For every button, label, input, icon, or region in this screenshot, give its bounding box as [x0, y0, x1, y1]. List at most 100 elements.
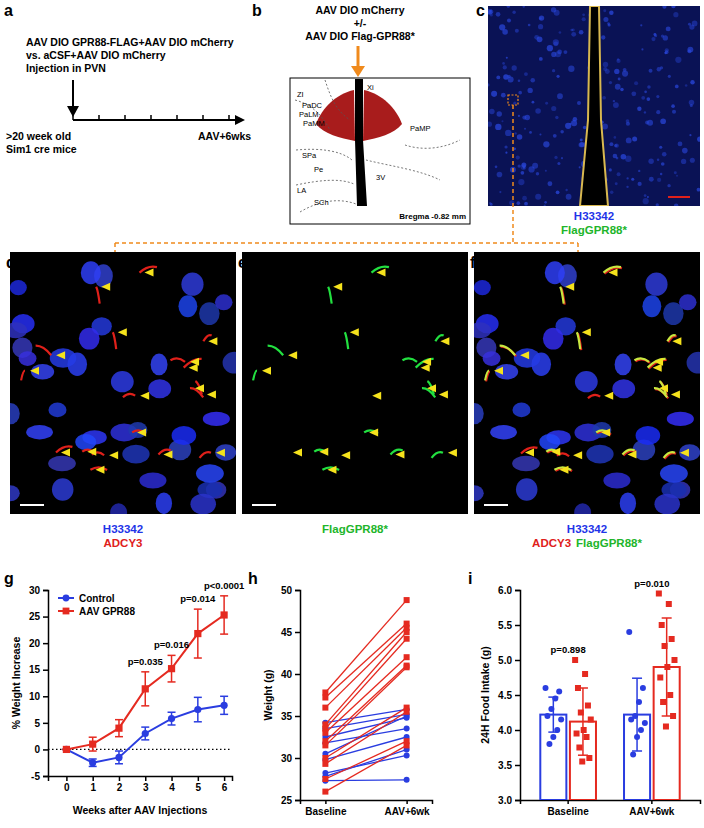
tick-mark [295, 632, 300, 634]
axis-title: 24H Food Intake (g) [479, 646, 491, 743]
nucleus [602, 96, 606, 100]
error-cap [168, 724, 176, 726]
data-point [659, 622, 665, 628]
nucleus [615, 182, 618, 185]
nucleus [609, 168, 612, 171]
nucleus [579, 142, 584, 147]
nucleus [554, 10, 560, 16]
nucleus [662, 152, 667, 157]
data-point [142, 730, 149, 737]
atlas-label: SCh [314, 198, 329, 207]
plot-area [540, 591, 679, 801]
series-line [325, 745, 406, 791]
data-point [642, 720, 648, 726]
tick: 0 [34, 744, 48, 755]
data-point [671, 657, 677, 663]
timeline-tick [228, 115, 230, 120]
arrow-head [351, 66, 365, 77]
tick-mark [295, 800, 300, 802]
cilium [486, 372, 490, 382]
error-bar [632, 678, 642, 751]
nucleus [626, 186, 628, 188]
nucleus [612, 379, 635, 398]
nucleus [474, 322, 491, 338]
tick: 3.5 [498, 760, 520, 771]
nucleus [543, 328, 564, 350]
nucleus [631, 178, 634, 181]
axis-line [301, 801, 433, 805]
p-value: p<0.0001 [204, 580, 245, 591]
tick-label: 3.0 [498, 795, 512, 806]
nucleus [490, 13, 493, 16]
connector-line [114, 243, 116, 252]
cilium [253, 371, 257, 381]
error-bar [141, 672, 149, 706]
axis-title: % Weight Increase [10, 637, 22, 730]
nucleus [582, 13, 585, 16]
nucleus [139, 473, 166, 489]
arrowhead [144, 269, 153, 277]
nucleus [626, 177, 628, 179]
arrowhead [440, 337, 449, 345]
nucleus [609, 81, 612, 84]
nucleus [503, 65, 507, 69]
nucleus [656, 110, 660, 114]
data-point [322, 705, 328, 711]
atlas-label: PaLM [299, 110, 319, 119]
data-point [543, 685, 549, 691]
nucleus [148, 379, 171, 398]
timeline-tick [202, 115, 204, 120]
data-point [168, 665, 175, 672]
panel-b: bAAV DIO mCherry+/-AAV DIO Flag-GPR88*ZI… [252, 2, 470, 224]
tick-label: 5 [196, 782, 202, 793]
nucleus [506, 57, 508, 59]
micrograph-bg [242, 252, 468, 514]
arrowhead [494, 367, 503, 375]
tick-mark [145, 776, 147, 781]
nucleus [489, 202, 491, 204]
nucleus [657, 158, 659, 160]
nucleus [641, 48, 643, 50]
nucleus [539, 133, 541, 135]
tick-mark [43, 749, 48, 751]
cilium [402, 358, 417, 361]
stain-name: ADCY3 [104, 537, 143, 549]
nucleus [491, 91, 497, 97]
tick: 6.0 [498, 585, 520, 596]
data-point [194, 630, 201, 637]
series-line [325, 708, 406, 758]
tick: 30 [29, 585, 48, 596]
stain-label: FlagGPR88* [322, 523, 388, 535]
nucleus [52, 478, 73, 501]
arrowhead [573, 451, 582, 459]
nucleus [679, 294, 697, 310]
data-point [404, 636, 410, 642]
nucleus [613, 100, 615, 102]
arrowhead [61, 448, 70, 456]
data-point [663, 724, 669, 730]
micrograph-content [10, 261, 236, 514]
nucleus [539, 57, 543, 61]
tick: 25 [281, 795, 300, 806]
chart-i: i3.03.54.04.55.05.56.024H Food Intake (g… [468, 570, 701, 817]
nucleus [649, 177, 654, 182]
atlas-label: 3V [376, 173, 385, 182]
arrowhead [525, 448, 534, 456]
nucleus [690, 104, 693, 107]
nucleus [603, 17, 608, 22]
timeline-tick [150, 115, 152, 120]
nucleus [156, 492, 172, 514]
axis-title: Weeks after AAV Injections [73, 804, 208, 816]
series-line [325, 750, 406, 777]
nucleus [505, 152, 507, 154]
error-cap [115, 750, 123, 752]
nucleus [660, 464, 688, 482]
tick-label: 1 [90, 782, 96, 793]
tick: Baseline [305, 800, 347, 817]
error-whisker [553, 697, 555, 732]
nucleus [499, 24, 505, 30]
timeline-caption: Sim1 cre mice [6, 143, 77, 155]
nucleus [10, 403, 20, 424]
error-cap [89, 736, 97, 738]
nucleus [488, 122, 492, 127]
